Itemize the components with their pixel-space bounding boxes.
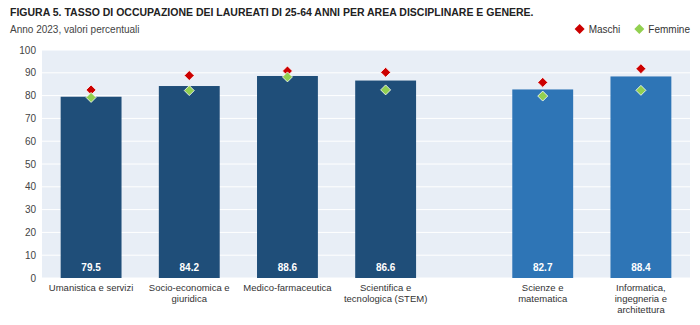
y-tick-label: 90 — [25, 67, 37, 78]
bar — [512, 89, 573, 278]
y-tick-label: 40 — [25, 181, 37, 192]
y-tick-label: 20 — [25, 227, 37, 238]
data-label: 79.5 — [81, 262, 101, 273]
marker — [381, 85, 391, 95]
x-tick-label-line: tecnologica (STEM) — [344, 293, 427, 304]
x-tick-label: Socio-economica egiuridica — [149, 282, 230, 304]
subtitle: Anno 2023, valori percentuali — [10, 24, 140, 35]
y-tick-label: 100 — [19, 45, 36, 56]
bar — [61, 97, 122, 278]
data-label: 84.2 — [180, 262, 200, 273]
data-label: 86.6 — [376, 262, 396, 273]
bar — [610, 76, 671, 278]
marker — [282, 72, 292, 82]
y-tick-label: 60 — [25, 136, 37, 147]
x-tick-label-line: architettura — [617, 304, 665, 315]
data-label: 88.6 — [278, 262, 298, 273]
x-tick-label: Scienze ematematica — [518, 282, 568, 304]
marker — [86, 92, 96, 102]
x-tick-label-line: Umanistica e servizi — [49, 282, 133, 293]
y-tick-label: 30 — [25, 204, 37, 215]
marker — [184, 86, 194, 96]
marker — [636, 64, 646, 74]
data-label: 82.7 — [533, 262, 553, 273]
marks — [61, 64, 672, 278]
grid — [42, 50, 690, 278]
x-tick-label-line: Socio-economica e — [149, 282, 230, 293]
title: FIGURA 5. TASSO DI OCCUPAZIONE DEI LAURE… — [10, 6, 534, 18]
grid-line — [42, 50, 690, 51]
y-tick-label: 0 — [30, 273, 36, 284]
legend: Maschi Femmine — [575, 24, 691, 35]
x-tick-label-line: Scienze e — [522, 282, 564, 293]
x-tick-label-line: matematica — [518, 293, 568, 304]
x-tick-label-line: giuridica — [172, 293, 208, 304]
y-tick-label: 70 — [25, 113, 37, 124]
legend-label: Femmine — [648, 24, 690, 35]
y-tick-label: 10 — [25, 250, 37, 261]
background — [0, 0, 700, 325]
x-tick-label: Scientifica etecnologica (STEM) — [344, 282, 427, 304]
x-tick-label: Medico-farmaceutica — [243, 282, 332, 293]
x-tick-label-line: ingegneria e — [615, 293, 667, 304]
marker — [381, 67, 391, 77]
x-tick-label-line: Scientifica e — [360, 282, 411, 293]
legend-marker — [575, 24, 585, 34]
data-labels: 79.5 84.2 88.6 86.6 82.7 88.4 — [81, 262, 651, 273]
x-tick-label: Informatica,ingegneria earchitettura — [615, 282, 667, 315]
bar — [159, 86, 220, 278]
bar — [355, 81, 416, 278]
marker — [538, 91, 548, 101]
marker — [636, 85, 646, 95]
bar — [257, 76, 318, 278]
data-label: 88.4 — [631, 262, 651, 273]
x-tick-label-line: Informatica, — [616, 282, 666, 293]
legend-marker — [634, 24, 644, 34]
x-tick-label-line: Medico-farmaceutica — [243, 282, 332, 293]
x-tick-label: Umanistica e servizi — [49, 282, 133, 293]
grid-line — [42, 72, 690, 73]
plot-area — [42, 50, 690, 278]
marker — [184, 71, 194, 81]
y-tick-label: 80 — [25, 90, 37, 101]
marker — [538, 77, 548, 87]
y-tick-label: 50 — [25, 159, 37, 170]
legend-label: Maschi — [589, 24, 621, 35]
chart: FIGURA 5. TASSO DI OCCUPAZIONE DEI LAURE… — [0, 0, 700, 325]
